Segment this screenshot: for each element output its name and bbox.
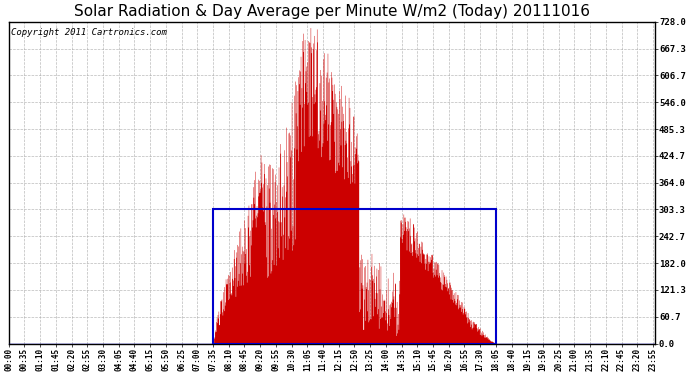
Text: Copyright 2011 Cartronics.com: Copyright 2011 Cartronics.com <box>10 28 166 37</box>
Bar <box>213 210 496 344</box>
Title: Solar Radiation & Day Average per Minute W/m2 (Today) 20111016: Solar Radiation & Day Average per Minute… <box>74 4 590 19</box>
